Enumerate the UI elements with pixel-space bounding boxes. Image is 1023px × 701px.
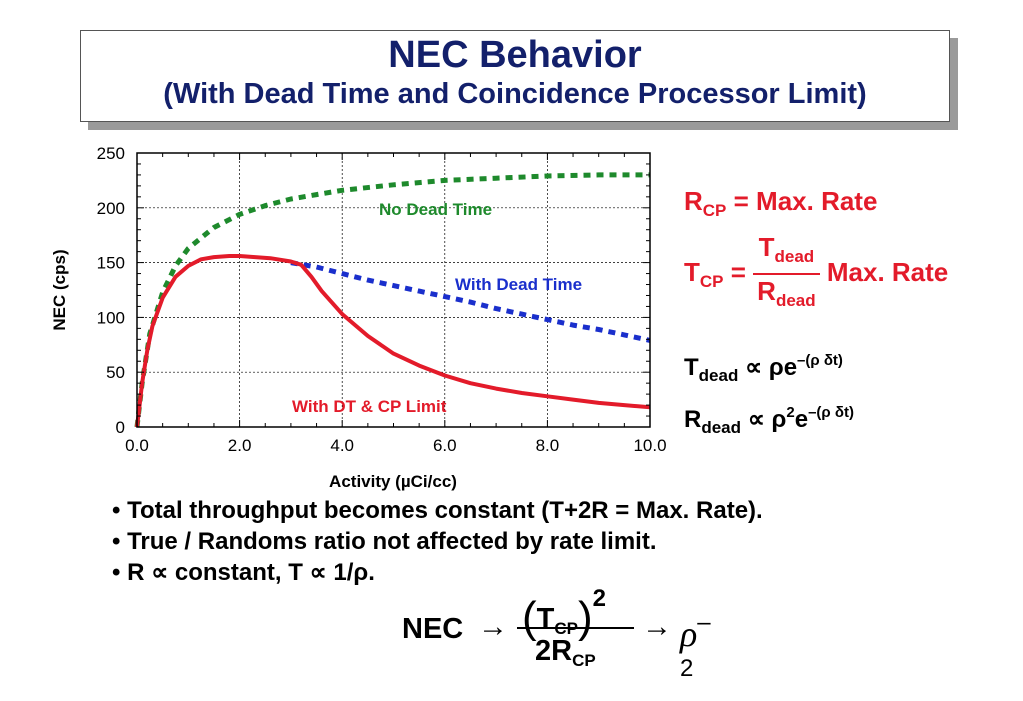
fraction-line	[517, 627, 634, 629]
y-tick-label: 200	[97, 199, 125, 218]
annotation-no-dead-time: No Dead Time	[379, 200, 492, 219]
chart-series	[134, 172, 651, 428]
series-line-with-dt-cp-limit	[135, 254, 651, 428]
y-tick-label: 150	[97, 254, 125, 273]
x-tick-label: 10.0	[633, 436, 666, 455]
bullet-list: • Total throughput becomes constant (T+2…	[112, 495, 763, 588]
rcp-equation: RCP = Max. Rate	[684, 186, 878, 220]
y-tick-label: 100	[97, 308, 125, 327]
y-tick-label: 0	[116, 418, 125, 437]
page-subtitle: (With Dead Time and Coincidence Processo…	[163, 78, 867, 110]
bullet-item: • True / Randoms ratio not affected by r…	[112, 528, 657, 555]
title-box: NEC Behavior (With Dead Time and Coincid…	[80, 30, 950, 122]
tcp-fraction: Tdead Rdead	[753, 232, 820, 316]
x-axis-label: Activity (µCi/cc)	[329, 472, 457, 491]
series-line-with-dead-time	[290, 260, 651, 343]
x-tick-label: 8.0	[536, 436, 560, 455]
chart-tick-labels: 0.0 2.0 4.0 6.0 8.0 10.0 0 50 100 150 200 250	[97, 144, 667, 455]
tcp-equation: TCP = Tdead Rdead Max. Rate	[684, 232, 948, 316]
x-tick-label: 2.0	[228, 436, 252, 455]
nec-chart: 0.0 2.0 4.0 6.0 8.0 10.0 0 50 100 150 200 250 Activ…	[50, 144, 667, 491]
arrow-icon: →	[478, 610, 508, 643]
tdead-relation: Tdead ∝ ρe–(ρ δt)	[684, 352, 843, 385]
bullet-item: • Total throughput becomes constant (T+2…	[112, 497, 763, 524]
page-title: NEC Behavior	[388, 34, 642, 76]
x-tick-label: 0.0	[125, 436, 149, 455]
y-tick-label: 250	[97, 144, 125, 163]
nec-denominator: 2RCP	[535, 635, 596, 670]
annotation-with-dt-cp-limit: With DT & CP Limit	[292, 397, 447, 416]
x-tick-label: 6.0	[433, 436, 457, 455]
chart-grid	[137, 153, 650, 427]
arrow-icon: →	[642, 610, 672, 643]
chart-ticks	[136, 152, 651, 428]
y-axis-label: NEC (cps)	[50, 249, 69, 330]
rdead-relation: Rdead ∝ ρ2e–(ρ δt)	[684, 404, 854, 437]
y-tick-label: 50	[106, 363, 125, 382]
nec-lhs: NEC	[402, 613, 464, 645]
bullet-item: • R ∝ constant, T ∝ 1/ρ.	[112, 559, 375, 586]
x-tick-label: 4.0	[330, 436, 354, 455]
annotation-with-dead-time: With Dead Time	[455, 275, 582, 294]
nec-rho: ρ–2	[680, 609, 711, 682]
